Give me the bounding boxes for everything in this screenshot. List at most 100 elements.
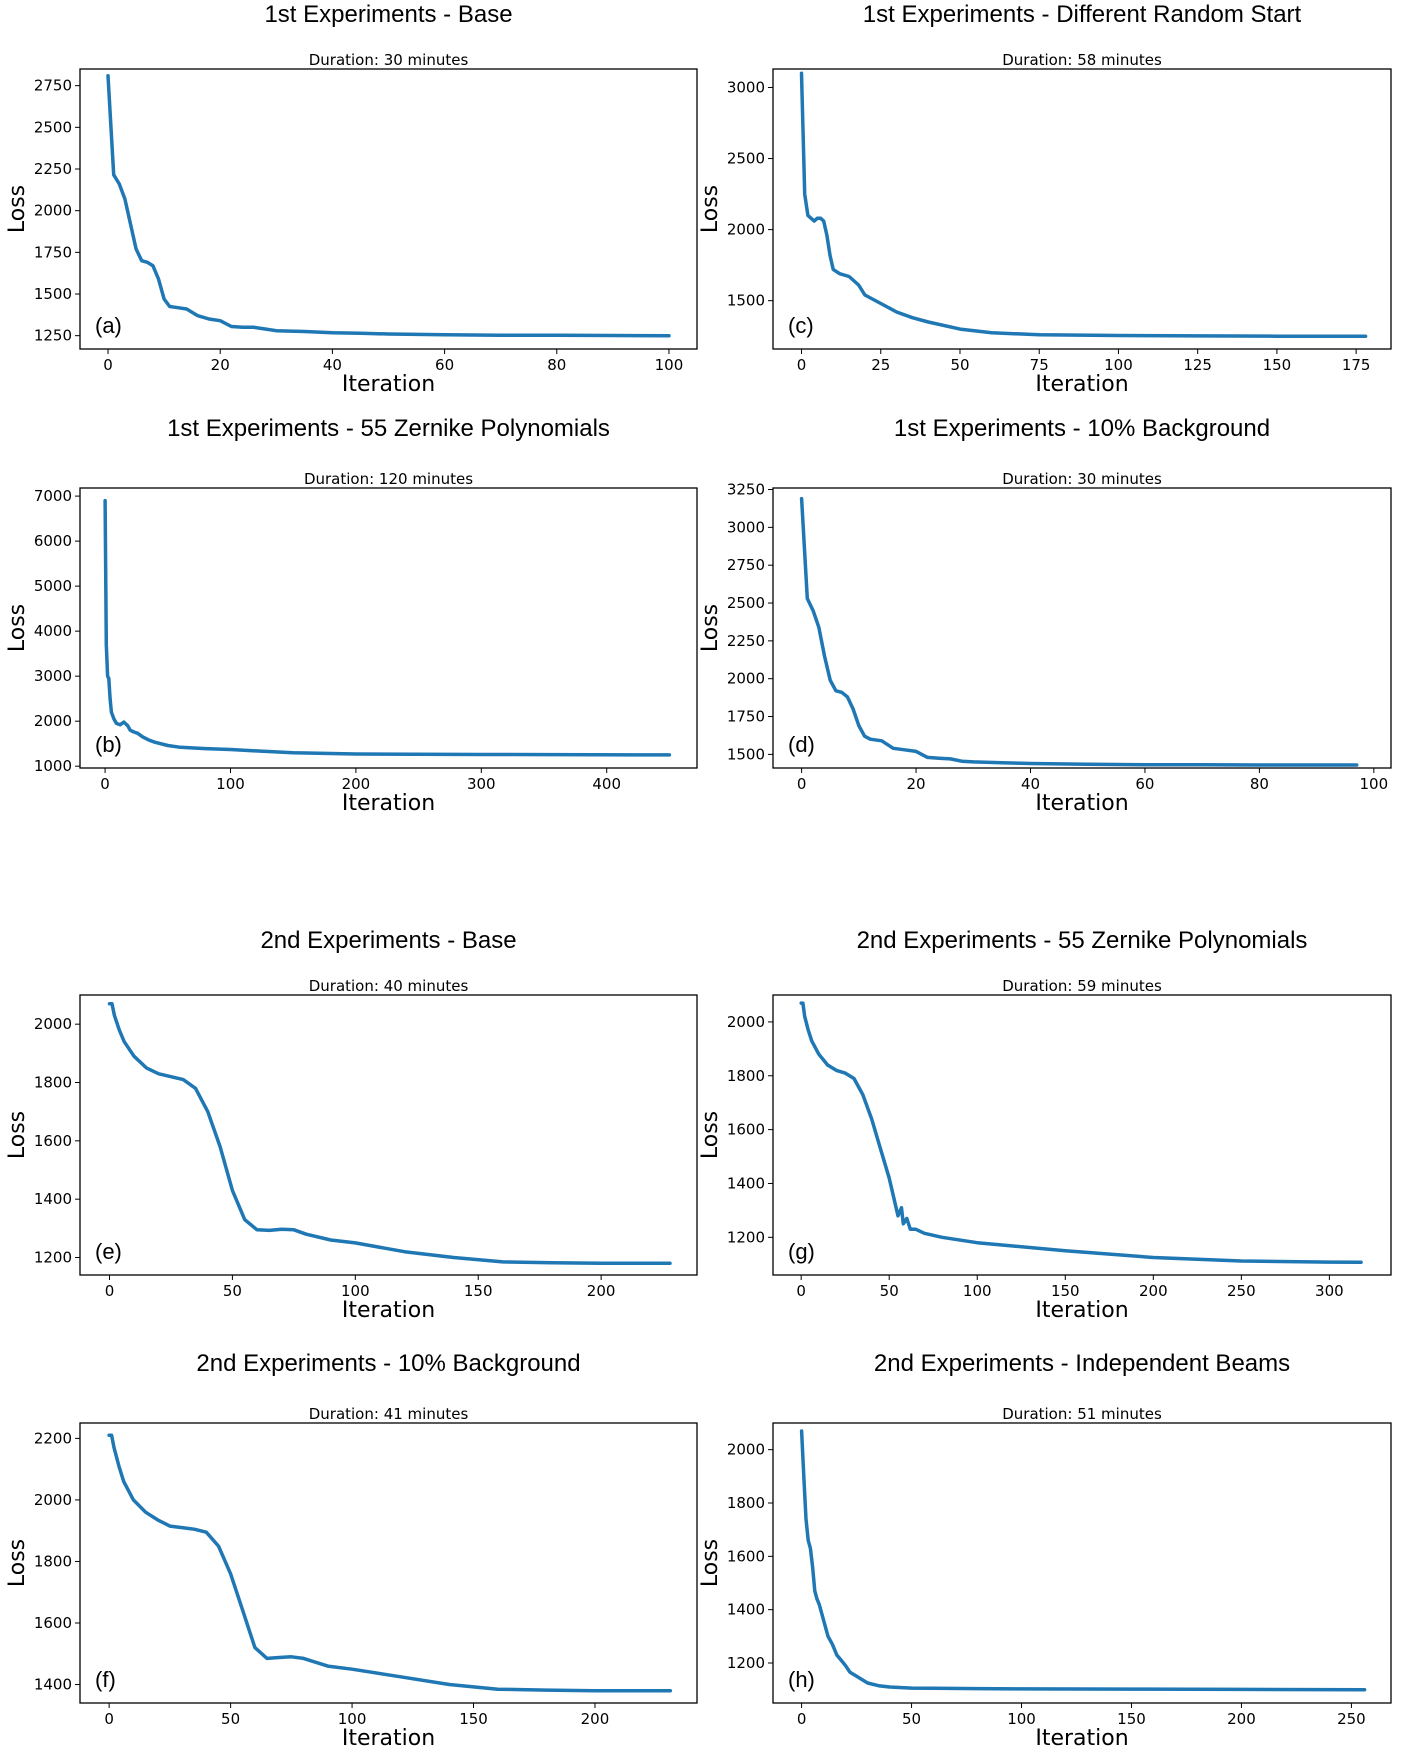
x-tick-label: 60: [1135, 775, 1154, 793]
x-tick-label: 20: [211, 356, 230, 374]
chart-panel-8: 2nd Experiments - Independent Beams Durat…: [698, 1350, 1392, 1751]
plot-frame: [772, 994, 1392, 1276]
x-tick-label: 0: [104, 1710, 114, 1728]
y-tick-label: 1000: [34, 757, 72, 775]
y-tick-label: 1800: [34, 1074, 72, 1092]
loss-line: [799, 71, 1368, 338]
x-tick-label: 150: [459, 1710, 488, 1728]
y-axis-label: Loss: [698, 1539, 723, 1587]
x-tick-label: 150: [1051, 1282, 1080, 1300]
y-tick-label: 2500: [34, 118, 72, 136]
y-axis-label: Loss: [698, 1111, 723, 1159]
y-tick-label: 1600: [34, 1614, 72, 1632]
chart-title: 2nd Experiments - Base: [260, 927, 516, 954]
y-tick-label: 1800: [34, 1552, 72, 1570]
x-tick-label: 125: [1183, 356, 1212, 374]
y-tick-label: 5000: [34, 577, 72, 595]
x-tick-label: 100: [1360, 775, 1389, 793]
y-tick-label: 1600: [727, 1547, 765, 1565]
y-tick-label: 3250: [727, 481, 765, 499]
x-tick-label: 300: [1315, 1282, 1344, 1300]
chart-panel-1: 1st Experiments - Base Duration: 30 minut…: [5, 1, 698, 397]
y-tick-label: 2000: [727, 221, 765, 239]
x-tick-label: 40: [323, 356, 342, 374]
y-tick-label: 4000: [34, 622, 72, 640]
plot-frame: [772, 68, 1392, 350]
chart-duration: Duration: 41 minutes: [309, 1405, 469, 1423]
chart-duration: Duration: 30 minutes: [309, 51, 469, 69]
x-tick-label: 60: [435, 356, 454, 374]
y-tick-label: 2500: [727, 150, 765, 168]
y-tick-label: 1500: [727, 745, 765, 763]
y-tick-label: 1250: [34, 327, 72, 345]
x-tick-label: 200: [1139, 1282, 1168, 1300]
y-tick-label: 1500: [34, 285, 72, 303]
chart-duration: Duration: 40 minutes: [309, 977, 469, 995]
x-tick-label: 150: [1263, 356, 1292, 374]
x-tick-label: 175: [1342, 356, 1371, 374]
x-tick-label: 150: [464, 1282, 493, 1300]
x-tick-label: 300: [467, 775, 496, 793]
x-tick-label: 100: [963, 1282, 992, 1300]
chart-panel-3: 1st Experiments - 55 Zernike Polynomials…: [5, 415, 698, 816]
x-tick-label: 25: [871, 356, 890, 374]
chart-title: 1st Experiments - 10% Background: [894, 415, 1270, 442]
y-tick-label: 2500: [727, 594, 765, 612]
x-axis-label: Iteration: [342, 1726, 435, 1751]
plot-frame: [79, 487, 698, 769]
x-tick-label: 0: [105, 1282, 115, 1300]
panel-label: (b): [95, 732, 122, 757]
x-tick-label: 100: [216, 775, 245, 793]
chart-panel-4: 1st Experiments - 10% Background Duration…: [698, 415, 1392, 816]
y-axis-label: Loss: [5, 1539, 30, 1587]
x-tick-label: 100: [338, 1710, 367, 1728]
y-axis-label: Loss: [5, 1111, 30, 1159]
chart-panel-7: 2nd Experiments - 10% Background Duration…: [5, 1350, 698, 1751]
loss-line: [799, 1429, 1367, 1692]
panel-label: (h): [788, 1667, 815, 1692]
panel-label: (a): [95, 313, 122, 338]
chart-title: 2nd Experiments - 55 Zernike Polynomials: [857, 927, 1308, 954]
y-tick-label: 1600: [34, 1132, 72, 1150]
y-axis-label: Loss: [5, 604, 30, 652]
y-tick-label: 3000: [34, 667, 72, 685]
panel-label: (c): [788, 313, 814, 338]
panel-label: (g): [788, 1239, 815, 1264]
chart-title: 2nd Experiments - Independent Beams: [874, 1350, 1290, 1377]
loss-line: [107, 1433, 673, 1693]
loss-line: [799, 496, 1359, 767]
y-tick-label: 2000: [727, 1013, 765, 1031]
x-tick-label: 50: [221, 1710, 240, 1728]
y-tick-label: 1400: [727, 1174, 765, 1192]
plot-frame: [79, 68, 698, 350]
x-tick-label: 20: [907, 775, 926, 793]
panel-label: (e): [95, 1239, 122, 1264]
panel-label: (f): [95, 1667, 116, 1692]
y-tick-label: 2000: [34, 1491, 72, 1509]
plot-frame: [772, 1422, 1392, 1704]
loss-line: [799, 1001, 1363, 1265]
x-tick-label: 100: [341, 1282, 370, 1300]
x-axis-label: Iteration: [342, 1298, 435, 1323]
chart-title: 2nd Experiments - 10% Background: [196, 1350, 580, 1377]
x-tick-label: 200: [342, 775, 371, 793]
y-tick-label: 1400: [34, 1676, 72, 1694]
y-tick-label: 1500: [727, 292, 765, 310]
panel-label: (d): [788, 732, 815, 757]
x-tick-label: 80: [1250, 775, 1269, 793]
chart-duration: Duration: 51 minutes: [1002, 1405, 1162, 1423]
plot-frame: [772, 487, 1392, 769]
y-tick-label: 7000: [34, 487, 72, 505]
y-tick-label: 1400: [727, 1601, 765, 1619]
y-tick-label: 3000: [727, 518, 765, 536]
y-tick-label: 6000: [34, 532, 72, 550]
x-tick-label: 100: [655, 356, 684, 374]
y-tick-label: 2750: [34, 77, 72, 95]
y-tick-label: 1750: [727, 708, 765, 726]
x-tick-label: 80: [547, 356, 566, 374]
x-tick-label: 400: [592, 775, 621, 793]
chart-duration: Duration: 59 minutes: [1002, 977, 1162, 995]
x-tick-label: 0: [103, 356, 113, 374]
y-axis-label: Loss: [698, 185, 723, 233]
